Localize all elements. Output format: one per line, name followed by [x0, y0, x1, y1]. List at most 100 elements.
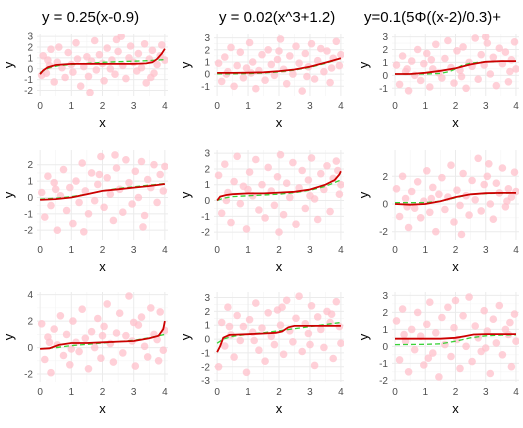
data-point — [410, 204, 419, 212]
data-point — [410, 345, 419, 354]
data-point — [510, 310, 519, 318]
data-point — [153, 335, 161, 344]
data-point — [90, 343, 99, 352]
fitted-curve-line — [216, 325, 341, 353]
x-tick-label: 3 — [131, 245, 137, 256]
data-point — [119, 349, 127, 357]
data-point — [94, 180, 102, 189]
data-point — [122, 156, 130, 164]
data-point — [255, 346, 263, 355]
y-tick-label: -3 — [201, 376, 210, 387]
x-tick-label: 4 — [513, 101, 519, 112]
true-function-line — [394, 334, 517, 346]
y-tick-label: 3 — [382, 291, 388, 302]
panel-5: 0 1 2 3 4 -2 -1 0 1 2 3 x y — [178, 149, 344, 274]
data-point — [407, 187, 416, 196]
data-point — [289, 158, 297, 167]
data-point — [227, 43, 235, 52]
data-point — [495, 301, 504, 310]
data-point — [73, 55, 82, 63]
data-point — [236, 336, 245, 345]
data-point — [50, 78, 58, 86]
data-point — [432, 227, 440, 236]
x-tick-label: 2 — [453, 387, 459, 398]
data-point — [317, 169, 325, 178]
y-tick-label: 2 — [27, 317, 33, 328]
data-point — [252, 84, 260, 93]
data-point — [323, 47, 331, 55]
data-point — [66, 183, 74, 192]
data-point — [140, 40, 149, 48]
data-point — [438, 74, 446, 82]
data-point — [62, 206, 71, 215]
data-point — [62, 330, 71, 339]
data-point — [137, 313, 146, 321]
true-function-line — [39, 58, 165, 74]
plot-area — [392, 154, 519, 239]
data-point — [483, 39, 492, 47]
data-point — [477, 207, 486, 215]
data-point — [447, 352, 455, 361]
data-point — [59, 351, 68, 360]
y-tick-label: -2 — [379, 227, 388, 238]
panel-title: y=0.1(5Φ((x-2)/0.3)+ — [364, 9, 501, 26]
data-point — [450, 79, 458, 87]
data-point — [320, 67, 328, 76]
data-point — [306, 340, 314, 349]
data-point — [159, 187, 168, 195]
data-point — [76, 82, 85, 90]
y-tick-label: 1 — [27, 177, 33, 188]
data-point — [332, 37, 341, 46]
data-point — [453, 186, 461, 194]
data-point — [161, 162, 168, 171]
data-point — [55, 43, 63, 51]
data-point — [58, 63, 66, 72]
data-point — [483, 327, 492, 335]
data-point — [295, 292, 303, 301]
y-tick-label: -2 — [379, 376, 388, 387]
data-point — [78, 305, 86, 314]
data-point — [392, 61, 401, 69]
data-point — [435, 190, 443, 199]
data-point — [459, 43, 467, 51]
data-point — [50, 325, 58, 333]
data-point — [80, 228, 88, 236]
data-point — [72, 177, 80, 185]
data-point — [456, 201, 464, 210]
data-point — [273, 173, 282, 181]
x-tick-label: 2 — [453, 245, 459, 256]
x-tick-label: 2 — [100, 245, 106, 256]
panel-8: 0 1 2 3 4 -3 -2 -1 0 1 2 3 x y — [178, 292, 344, 416]
data-point — [480, 306, 489, 315]
data-point — [289, 338, 297, 346]
data-point — [462, 342, 470, 351]
data-point — [441, 54, 449, 63]
data-point — [250, 336, 258, 345]
y-tick-label: -1 — [379, 84, 388, 95]
data-point — [489, 215, 498, 223]
data-point — [275, 47, 283, 55]
data-point — [432, 329, 440, 337]
data-point — [420, 59, 428, 68]
data-point — [279, 210, 288, 219]
plot-area — [392, 293, 519, 381]
data-point — [289, 70, 297, 78]
data-point — [270, 340, 279, 349]
data-point — [282, 296, 291, 305]
data-point — [143, 175, 152, 184]
data-point — [477, 50, 486, 59]
data-point — [392, 317, 401, 325]
x-axis-label: x — [99, 115, 106, 130]
y-tick-label: 4 — [27, 290, 33, 301]
data-point — [86, 88, 94, 96]
data-point — [233, 311, 241, 320]
x-axis-label: x — [99, 401, 106, 416]
fitted-curve-line — [395, 333, 516, 340]
x-tick-label: 0 — [214, 387, 220, 398]
data-point — [462, 84, 470, 93]
data-point — [217, 209, 226, 217]
data-point — [512, 65, 519, 73]
y-tick-label: -2 — [24, 86, 33, 97]
data-point — [230, 353, 238, 361]
data-point — [230, 82, 238, 91]
